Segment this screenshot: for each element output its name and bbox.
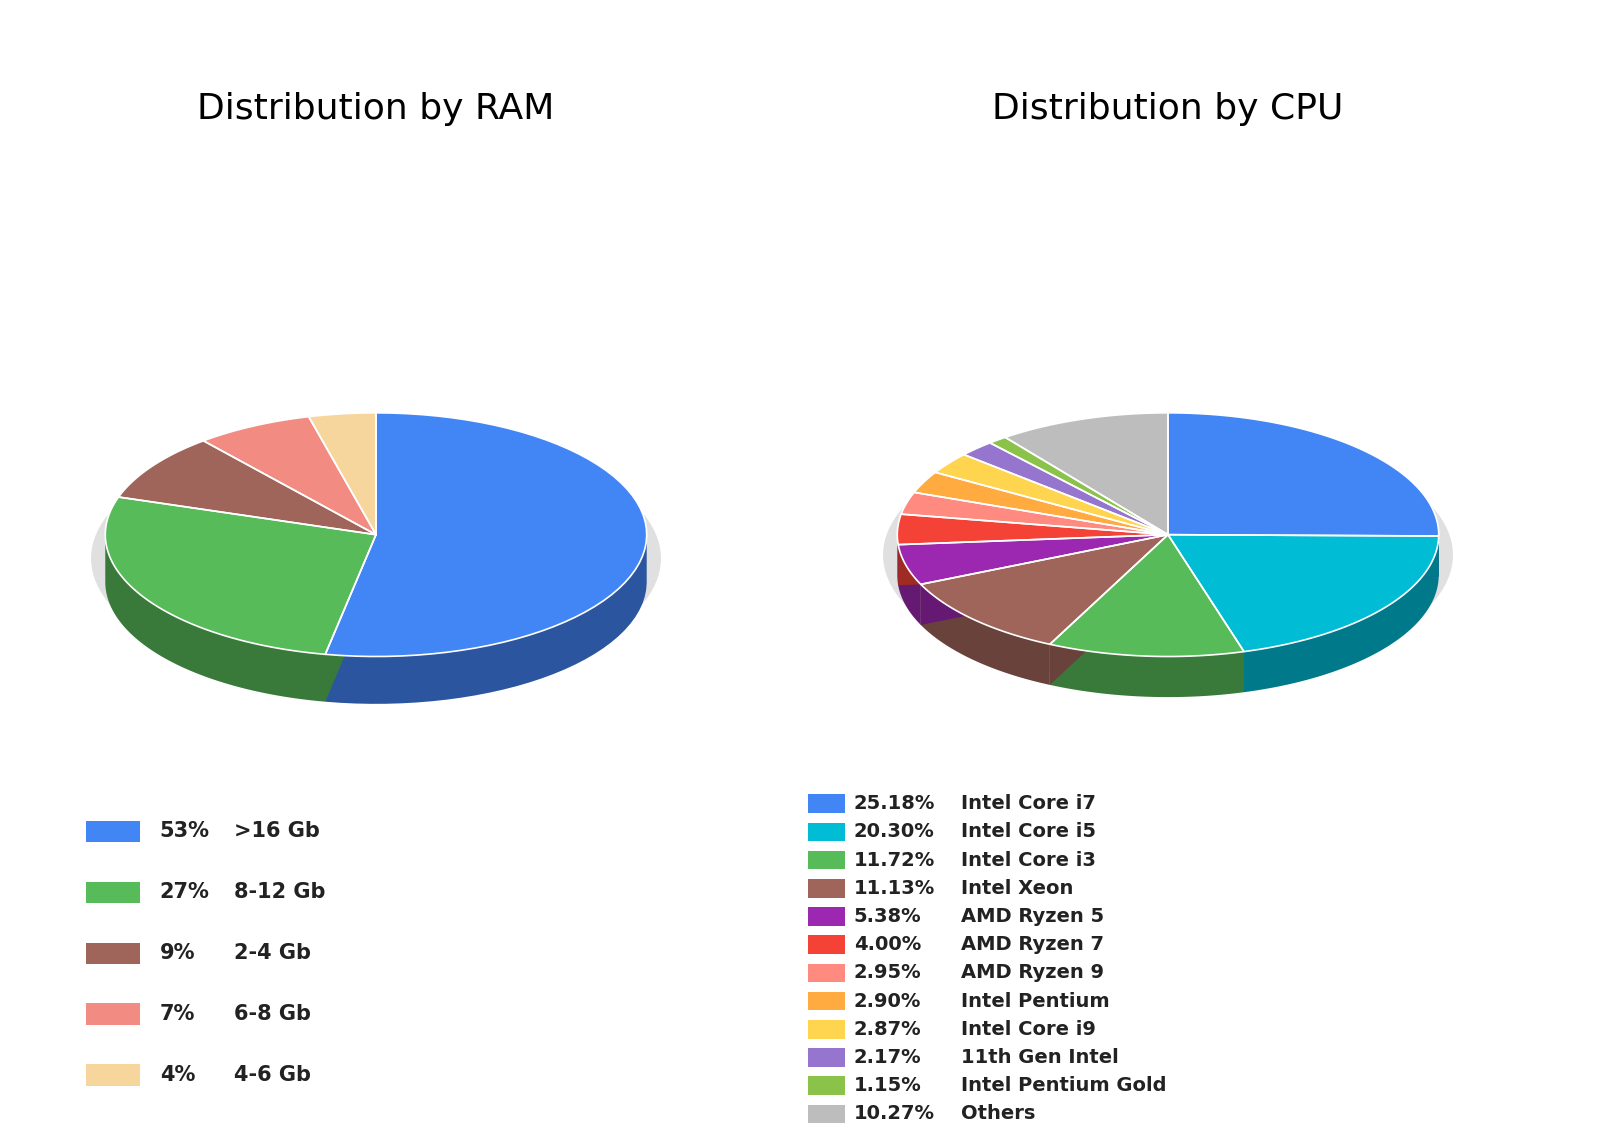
Polygon shape	[898, 535, 1168, 585]
Polygon shape	[1168, 535, 1245, 693]
FancyBboxPatch shape	[808, 822, 845, 841]
Text: 1.15%: 1.15%	[854, 1076, 922, 1095]
Polygon shape	[118, 441, 376, 535]
Ellipse shape	[91, 431, 661, 686]
Text: 9%: 9%	[160, 943, 195, 963]
Text: Others: Others	[962, 1104, 1035, 1123]
Text: 11.13%: 11.13%	[854, 879, 934, 898]
Polygon shape	[898, 545, 922, 625]
Polygon shape	[914, 473, 1168, 535]
Polygon shape	[325, 536, 646, 704]
Text: 11th Gen Intel: 11th Gen Intel	[962, 1048, 1118, 1067]
Polygon shape	[1050, 535, 1168, 685]
Text: AMD Ryzen 7: AMD Ryzen 7	[962, 935, 1104, 954]
Text: 6-8 Gb: 6-8 Gb	[234, 1004, 310, 1024]
Polygon shape	[1005, 413, 1168, 535]
FancyBboxPatch shape	[808, 794, 845, 813]
FancyBboxPatch shape	[808, 1076, 845, 1095]
Polygon shape	[922, 584, 1050, 685]
Polygon shape	[901, 492, 1168, 535]
Polygon shape	[1050, 644, 1245, 697]
Text: 8-12 Gb: 8-12 Gb	[234, 882, 325, 902]
FancyBboxPatch shape	[808, 1048, 845, 1067]
Title: Distribution by RAM: Distribution by RAM	[197, 91, 555, 125]
Polygon shape	[963, 443, 1168, 535]
FancyBboxPatch shape	[808, 879, 845, 898]
FancyBboxPatch shape	[86, 1004, 139, 1024]
Polygon shape	[922, 535, 1168, 625]
FancyBboxPatch shape	[808, 963, 845, 982]
FancyBboxPatch shape	[808, 935, 845, 954]
Text: 27%: 27%	[160, 882, 210, 902]
Text: 4-6 Gb: 4-6 Gb	[234, 1065, 310, 1085]
Text: Intel Xeon: Intel Xeon	[962, 879, 1074, 898]
Text: 2.90%: 2.90%	[854, 992, 922, 1011]
Text: >16 Gb: >16 Gb	[234, 821, 320, 841]
Text: 53%: 53%	[160, 821, 210, 841]
Text: 4.00%: 4.00%	[854, 935, 922, 954]
Polygon shape	[106, 535, 325, 702]
FancyBboxPatch shape	[808, 907, 845, 926]
Polygon shape	[1168, 535, 1245, 693]
Polygon shape	[1168, 535, 1438, 652]
Polygon shape	[325, 535, 376, 702]
Polygon shape	[309, 413, 376, 535]
FancyBboxPatch shape	[86, 943, 139, 963]
Polygon shape	[898, 535, 1168, 585]
Polygon shape	[898, 535, 1168, 584]
Text: 2-4 Gb: 2-4 Gb	[234, 943, 310, 963]
Text: 2.95%: 2.95%	[854, 963, 922, 982]
Polygon shape	[898, 514, 1168, 545]
FancyBboxPatch shape	[808, 851, 845, 870]
Text: 11.72%: 11.72%	[854, 851, 934, 870]
FancyBboxPatch shape	[86, 821, 139, 841]
Polygon shape	[203, 416, 376, 535]
Text: AMD Ryzen 9: AMD Ryzen 9	[962, 963, 1104, 982]
FancyBboxPatch shape	[86, 882, 139, 902]
Polygon shape	[1168, 413, 1438, 536]
Title: Distribution by CPU: Distribution by CPU	[992, 91, 1344, 125]
Ellipse shape	[883, 428, 1453, 682]
Text: 7%: 7%	[160, 1004, 195, 1024]
Text: AMD Ryzen 5: AMD Ryzen 5	[962, 907, 1104, 926]
Text: Intel Core i9: Intel Core i9	[962, 1020, 1096, 1039]
Polygon shape	[922, 535, 1168, 644]
Text: 25.18%: 25.18%	[854, 794, 934, 813]
FancyBboxPatch shape	[808, 1104, 845, 1123]
Polygon shape	[936, 455, 1168, 535]
Text: Intel Core i7: Intel Core i7	[962, 794, 1096, 813]
Text: Intel Pentium: Intel Pentium	[962, 992, 1110, 1011]
Text: Intel Core i3: Intel Core i3	[962, 851, 1096, 870]
Text: 2.87%: 2.87%	[854, 1020, 922, 1039]
Polygon shape	[325, 535, 376, 702]
Text: 10.27%: 10.27%	[854, 1104, 934, 1123]
Text: 4%: 4%	[160, 1065, 195, 1085]
Polygon shape	[325, 413, 646, 656]
Text: 20.30%: 20.30%	[854, 822, 934, 841]
Polygon shape	[1168, 535, 1438, 576]
FancyBboxPatch shape	[808, 992, 845, 1011]
Text: 2.17%: 2.17%	[854, 1048, 922, 1067]
Text: Intel Core i5: Intel Core i5	[962, 822, 1096, 841]
FancyBboxPatch shape	[86, 1065, 139, 1085]
Polygon shape	[990, 438, 1168, 535]
FancyBboxPatch shape	[808, 1020, 845, 1039]
Polygon shape	[1050, 535, 1245, 656]
Polygon shape	[106, 497, 376, 654]
Polygon shape	[1168, 535, 1438, 576]
Polygon shape	[1245, 536, 1438, 693]
Text: 5.38%: 5.38%	[854, 907, 922, 926]
Polygon shape	[922, 535, 1168, 625]
Text: Intel Pentium Gold: Intel Pentium Gold	[962, 1076, 1166, 1095]
Polygon shape	[1050, 535, 1168, 685]
